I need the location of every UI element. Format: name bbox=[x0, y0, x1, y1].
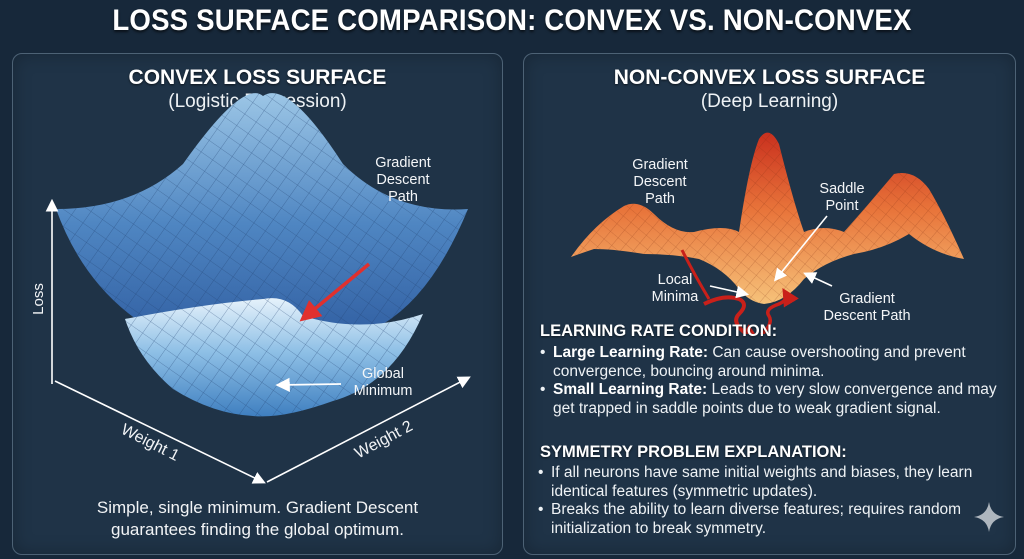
non-convex-panel-title: NON-CONVEX LOSS SURFACE bbox=[613, 66, 926, 89]
gradient-path-bottom-label: Gradient Descent Path bbox=[823, 291, 911, 324]
list-item: Small Learning Rate: Leads to very slow … bbox=[538, 381, 998, 418]
list-item: If all neurons have same initial weights… bbox=[536, 464, 996, 501]
non-convex-panel-subtitle: (Deep Learning) bbox=[700, 91, 839, 112]
axis-label-loss: Loss bbox=[30, 283, 47, 315]
axis-label-weight2: Weight 2 bbox=[352, 418, 416, 463]
saddle-point-label: Saddle Point bbox=[819, 181, 865, 214]
local-minima-label: Local Minima bbox=[651, 272, 699, 305]
non-convex-surface-illustration bbox=[571, 132, 964, 334]
convex-panel: CONVEX LOSS SURFACE (Logistic Regression… bbox=[12, 53, 503, 555]
page-title: LOSS SURFACE COMPARISON: CONVEX VS. NON-… bbox=[112, 4, 912, 37]
list-item: Breaks the ability to learn diverse feat… bbox=[536, 501, 996, 538]
learning-rate-heading: LEARNING RATE CONDITION: bbox=[540, 322, 778, 340]
convex-caption: Simple, single minimum. Gradient Descent… bbox=[96, 498, 419, 539]
learning-rate-list: Large Learning Rate: Can cause overshoot… bbox=[538, 344, 998, 418]
convex-panel-title: CONVEX LOSS SURFACE bbox=[128, 66, 387, 89]
symmetry-heading: SYMMETRY PROBLEM EXPLANATION: bbox=[540, 443, 847, 461]
list-item: Large Learning Rate: Can cause overshoot… bbox=[538, 344, 998, 381]
gradient-path-label: Gradient Descent Path bbox=[375, 155, 431, 205]
non-convex-panel: NON-CONVEX LOSS SURFACE (Deep Learning) bbox=[523, 53, 1016, 555]
sparkle-icon bbox=[974, 502, 1004, 532]
convex-surface-illustration: Loss Weight 1 Weight 2 bbox=[30, 93, 471, 484]
symmetry-list: If all neurons have same initial weights… bbox=[536, 464, 996, 538]
global-minimum-label: Global Minimum bbox=[353, 366, 413, 399]
gradient-path-top-label: Gradient Descent Path bbox=[632, 157, 688, 207]
